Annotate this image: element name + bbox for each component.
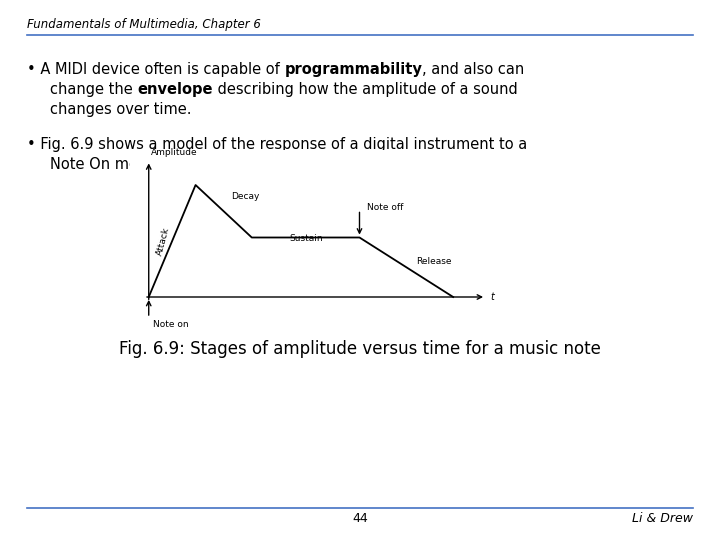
Text: 44: 44: [352, 512, 368, 525]
Text: Note On message:: Note On message:: [50, 157, 186, 172]
Text: change the: change the: [50, 82, 138, 97]
Text: describing how the amplitude of a sound: describing how the amplitude of a sound: [213, 82, 518, 97]
Text: Note on: Note on: [153, 320, 189, 329]
Text: Release: Release: [415, 258, 451, 267]
Text: programmability: programmability: [284, 62, 422, 77]
Text: Decay: Decay: [230, 192, 259, 201]
Text: Sustain: Sustain: [289, 234, 323, 243]
Text: t: t: [490, 292, 495, 302]
Text: Li & Drew: Li & Drew: [632, 512, 693, 525]
Text: Note off: Note off: [366, 203, 403, 212]
Text: Amplitude: Amplitude: [151, 148, 198, 157]
Text: envelope: envelope: [138, 82, 213, 97]
Text: , and also can: , and also can: [422, 62, 524, 77]
Text: Fig. 6.9: Stages of amplitude versus time for a music note: Fig. 6.9: Stages of amplitude versus tim…: [119, 340, 601, 358]
Text: Fundamentals of Multimedia, Chapter 6: Fundamentals of Multimedia, Chapter 6: [27, 18, 261, 31]
Text: changes over time.: changes over time.: [50, 102, 192, 117]
Text: • A MIDI device often is capable of: • A MIDI device often is capable of: [27, 62, 284, 77]
Text: • Fig. 6.9 shows a model of the response of a digital instrument to a: • Fig. 6.9 shows a model of the response…: [27, 137, 527, 152]
Text: Attack: Attack: [155, 226, 171, 256]
